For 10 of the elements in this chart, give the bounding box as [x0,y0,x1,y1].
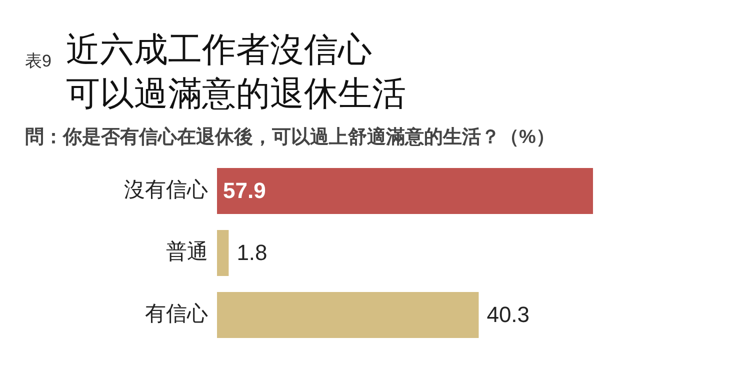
data-label: 57.9 [223,178,266,203]
category: 沒有信心 [124,178,208,202]
category: 有信心 [145,302,208,326]
category: 普通 [166,240,208,264]
data-label: 1.8 [236,240,268,265]
annotation: 表9 [25,51,52,70]
title: 可以過滿意的退休生活 [66,74,406,113]
subtitle: 問：你是否有信心在退休後，可以過上舒適滿意的生活？（%） [25,127,555,148]
data-label: 40.3 [486,302,530,327]
title: 近六成工作者沒信心 [66,30,372,69]
